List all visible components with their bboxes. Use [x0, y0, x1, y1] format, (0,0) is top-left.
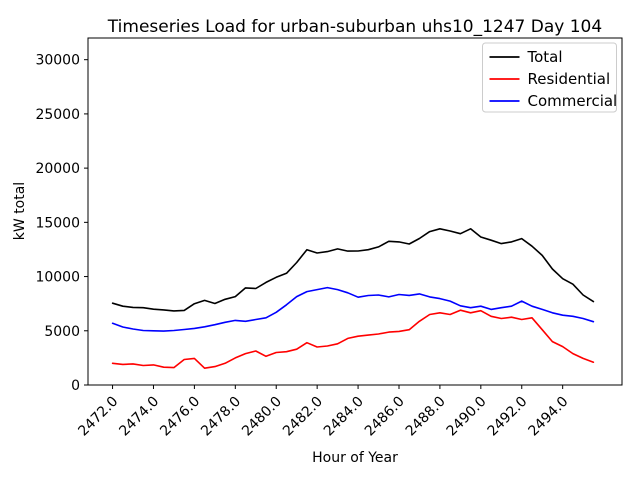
legend-entry-label: Total: [527, 48, 563, 66]
y-axis-tick-label: 0: [71, 378, 80, 394]
x-axis-tick-label: 2474.0: [116, 394, 162, 440]
y-axis-tick-label: 25000: [35, 107, 80, 123]
x-axis-tick-label: 2488.0: [403, 394, 449, 440]
x-axis-tick-label: 2482.0: [280, 394, 326, 440]
x-axis-tick-label: 2486.0: [362, 394, 408, 440]
x-axis-tick-label: 2472.0: [75, 394, 121, 440]
series-line-commercial: [111, 286, 595, 332]
x-axis-tick-label: 2490.0: [444, 394, 490, 440]
x-axis-tick-label: 2480.0: [239, 394, 285, 440]
x-axis-tick-label: 2494.0: [526, 394, 572, 440]
y-axis-tick-label: 15000: [35, 215, 80, 231]
x-axis-tick-label: 2492.0: [485, 394, 531, 440]
legend-entry-label: Residential: [528, 70, 611, 88]
x-axis-tick-label: 2476.0: [157, 394, 203, 440]
x-axis-tick-label: 2484.0: [321, 394, 367, 440]
legend-entry-label: Commercial: [528, 92, 618, 110]
series-line-residential: [111, 309, 595, 370]
y-axis-tick-label: 10000: [35, 270, 80, 286]
chart-title: Timeseries Load for urban-suburban uhs10…: [107, 17, 603, 37]
y-axis-tick-label: 5000: [44, 324, 80, 340]
y-axis-label: kW total: [12, 181, 28, 241]
series-line-total: [111, 228, 595, 312]
axes-frame: [87, 37, 623, 386]
x-axis-label: Hour of Year: [312, 450, 398, 466]
y-axis-tick-label: 30000: [35, 53, 80, 69]
x-axis-tick-label: 2478.0: [198, 394, 244, 440]
y-axis-tick-label: 20000: [35, 161, 80, 177]
legend-box: [482, 42, 617, 113]
